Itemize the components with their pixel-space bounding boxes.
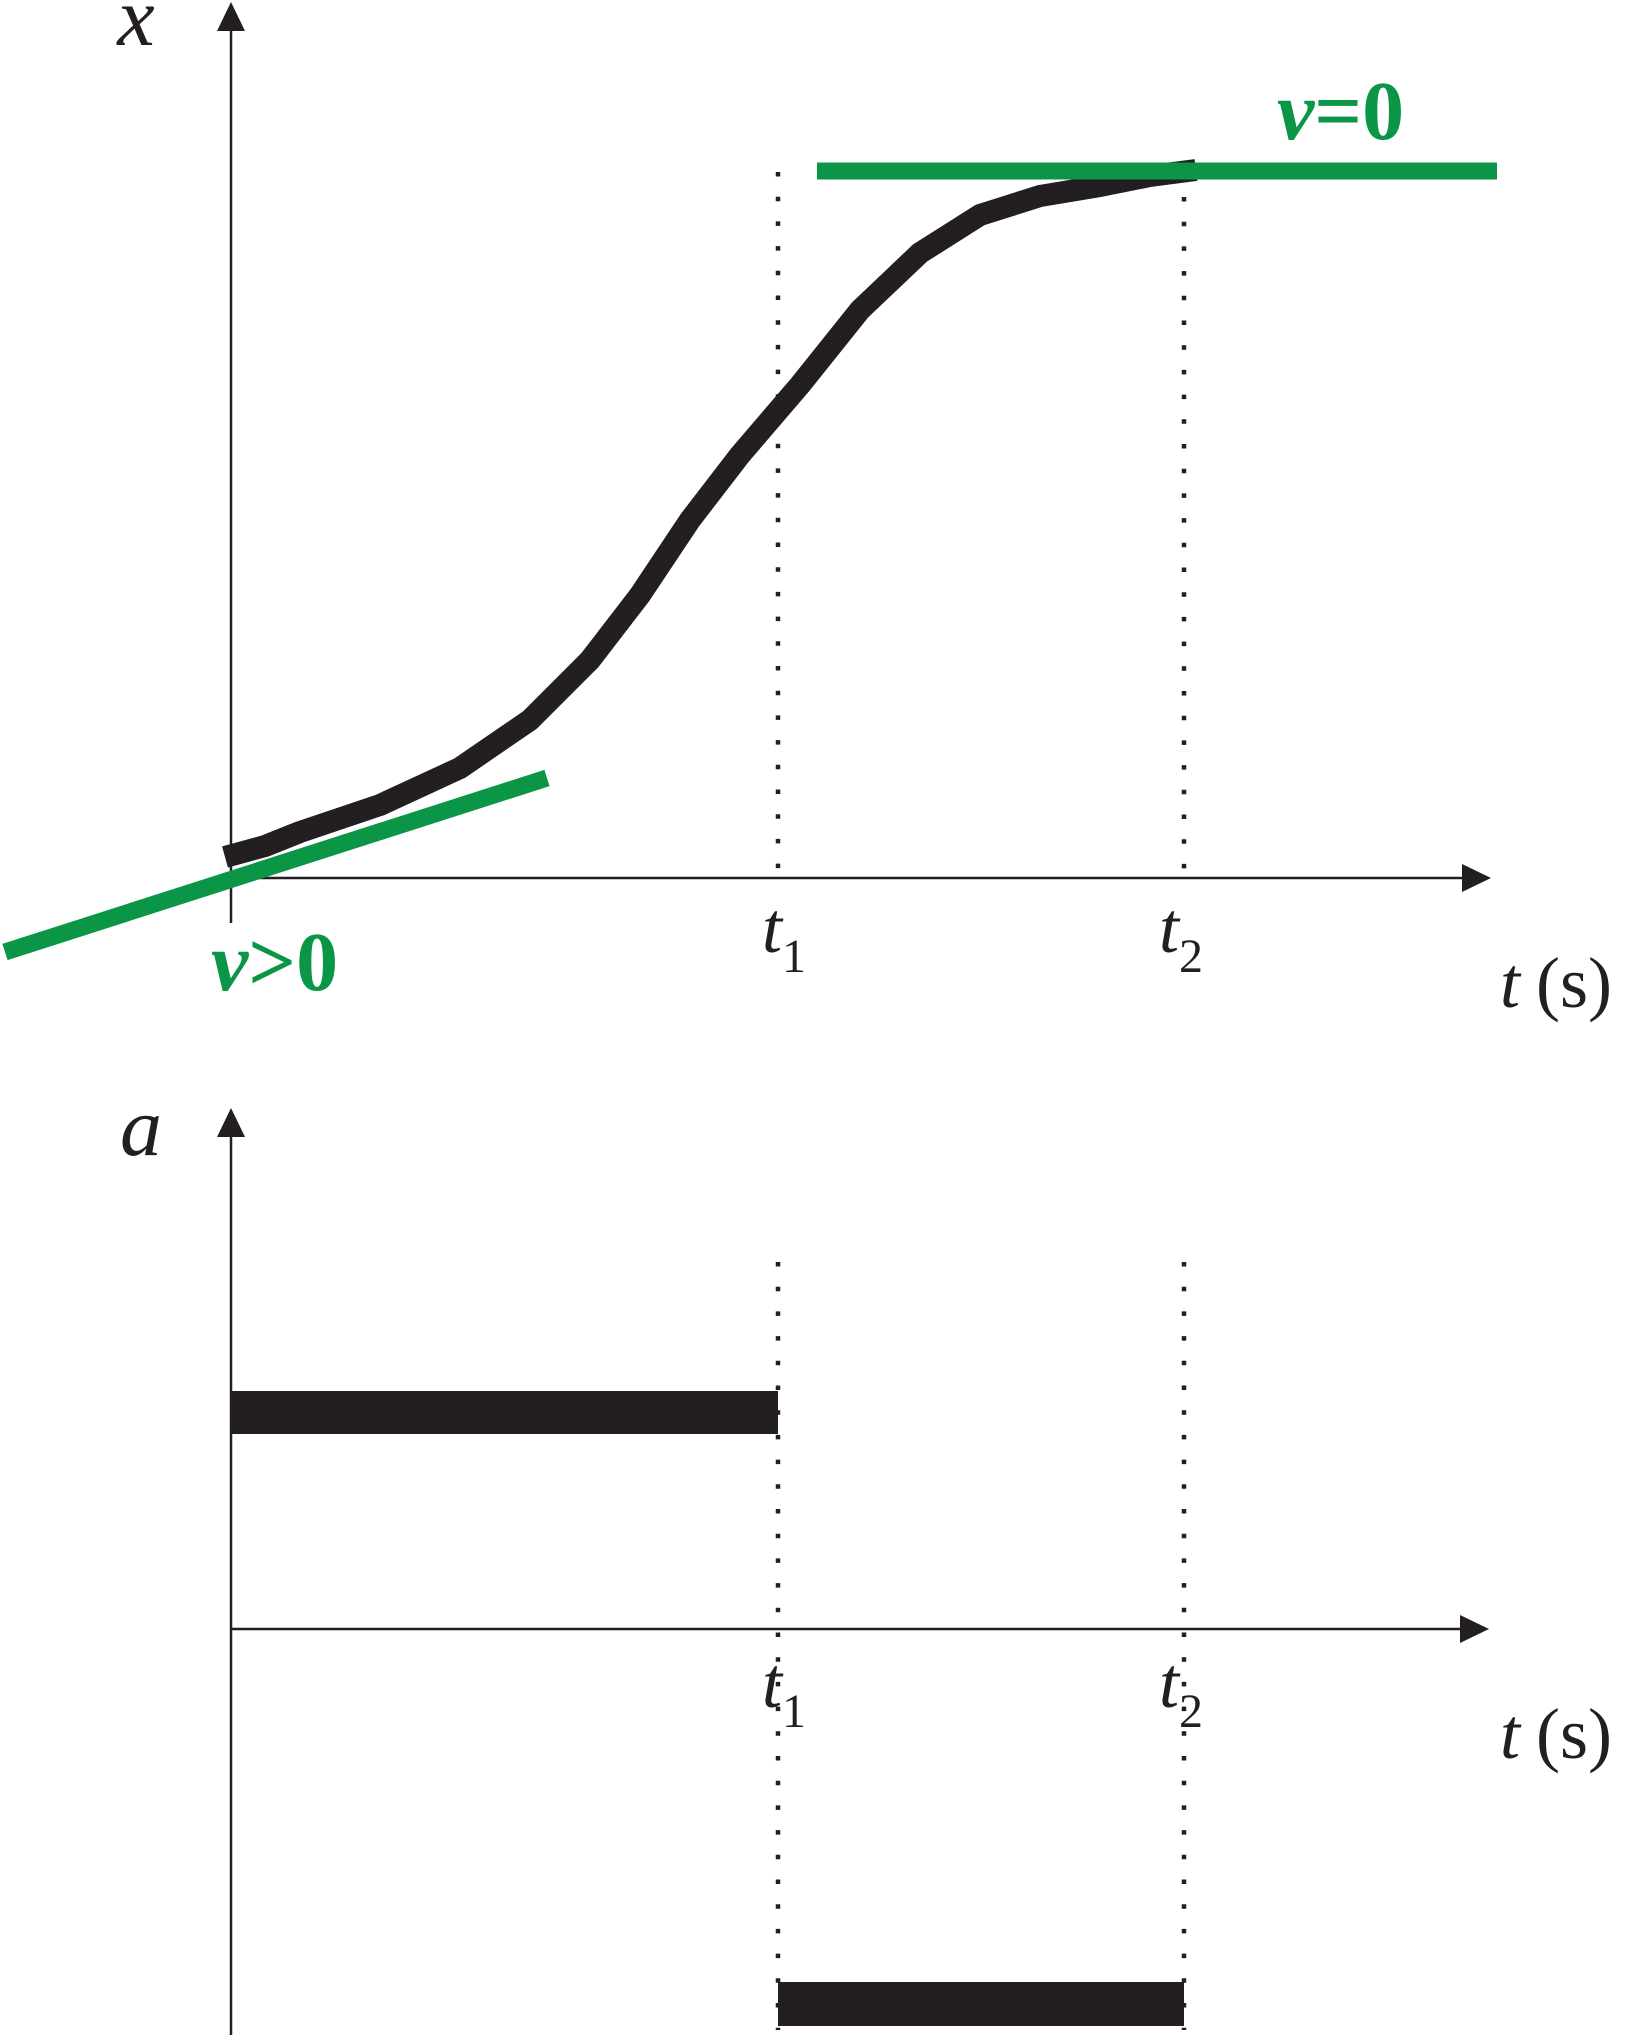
y-axis-arrowhead	[217, 1108, 245, 1137]
acceleration-t2-tick-label: t2	[1159, 1643, 1203, 1738]
position-x-axis-variable: t	[1500, 943, 1522, 1023]
acceleration-y-axis-label: a	[120, 1081, 162, 1174]
acceleration-x-axis-label: t (s)	[1500, 1694, 1612, 1774]
position-plot-geometry	[2, 2, 1497, 961]
y-axis-arrowhead	[217, 2, 245, 31]
position-t2-tick-label: t2	[1159, 888, 1203, 983]
final-velocity-annotation: v=0	[1277, 65, 1404, 158]
acceleration-t1-tick-label: t1	[762, 1643, 806, 1738]
acceleration-x-axis-unit: (s)	[1536, 1694, 1612, 1774]
position-curve	[222, 159, 1198, 868]
position-y-axis-label: x	[115, 0, 154, 64]
initial-velocity-tangent	[2, 769, 550, 961]
position-t1-tick-label: t1	[762, 888, 806, 983]
position-x-axis-unit: (s)	[1536, 943, 1612, 1023]
initial-velocity-annotation: v>0	[211, 916, 338, 1009]
position-x-axis-label: t (s)	[1500, 943, 1612, 1023]
acceleration-plot-geometry	[217, 1108, 1489, 2035]
x-axis-arrowhead	[1462, 864, 1491, 892]
positive-acceleration-bar	[231, 1391, 778, 1434]
x-axis-arrowhead	[1460, 1615, 1489, 1643]
acceleration-x-axis-variable: t	[1500, 1694, 1522, 1774]
negative-acceleration-bar	[778, 1982, 1184, 2026]
